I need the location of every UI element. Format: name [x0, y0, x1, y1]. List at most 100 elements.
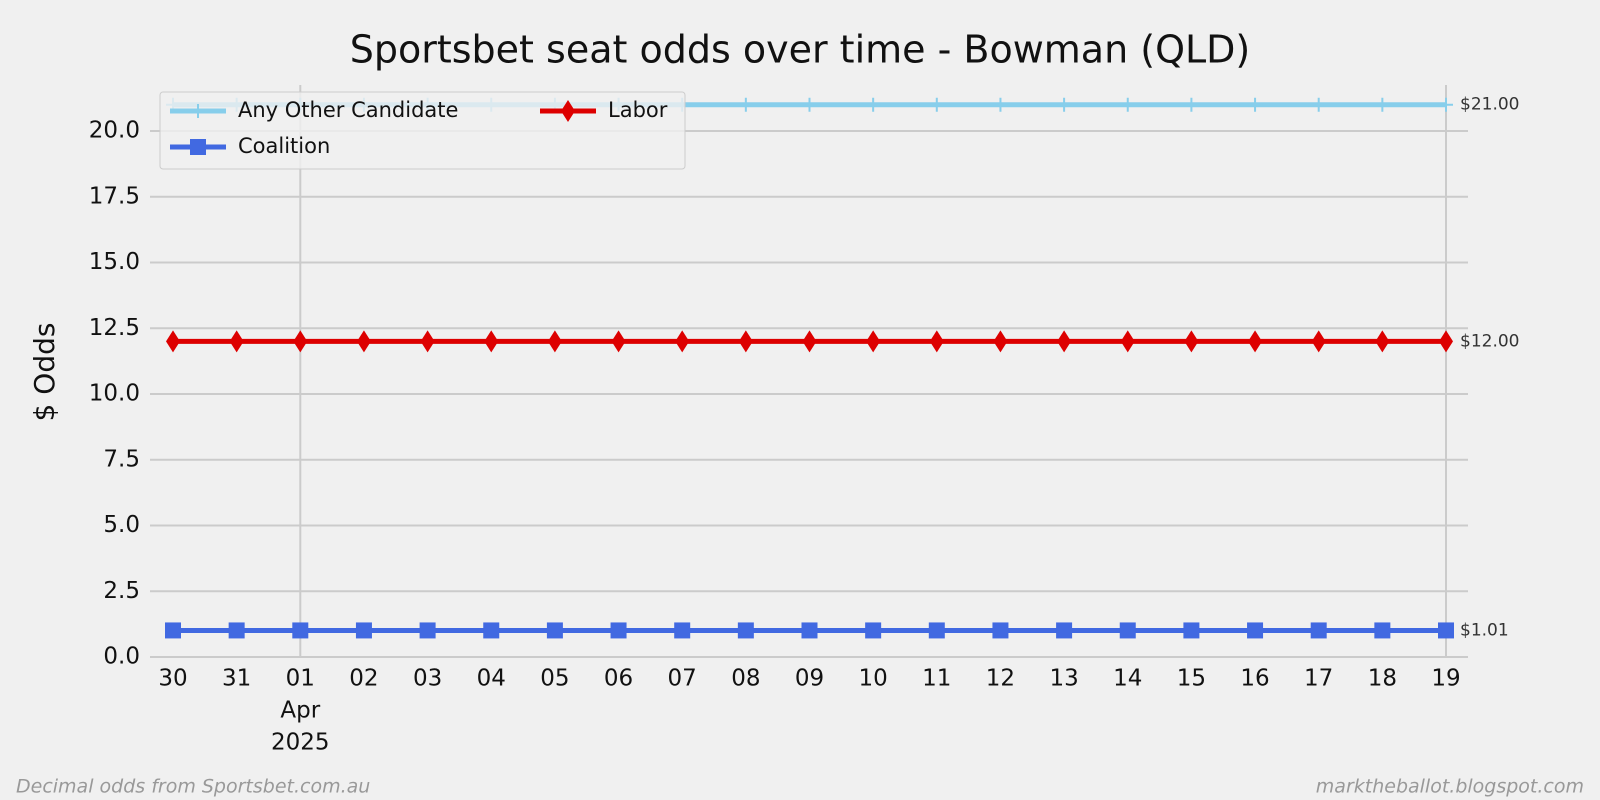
x-year-label: 2025 [271, 730, 330, 756]
marker-square [1438, 622, 1454, 639]
marker-plus [929, 97, 944, 112]
end-label: $1.01 [1460, 620, 1509, 640]
marker-square [865, 622, 882, 639]
x-tick-label: 04 [477, 666, 506, 692]
x-tick-label: 12 [986, 666, 1015, 692]
x-tick-label: 11 [922, 666, 951, 692]
marker-plus [993, 97, 1008, 112]
marker-diamond [293, 330, 308, 353]
marker-plus [1439, 97, 1453, 112]
footer-right: marktheballot.blogspot.com [1316, 776, 1584, 798]
x-tick-label: 16 [1240, 666, 1269, 692]
marker-diamond [1439, 330, 1453, 353]
x-tick-label: 19 [1431, 666, 1460, 692]
marker-diamond [929, 330, 944, 353]
marker-square [1183, 622, 1200, 639]
legend-label: Labor [608, 98, 668, 122]
footer-left: Decimal odds from Sportsbet.com.au [16, 776, 370, 798]
marker-square [228, 622, 245, 639]
y-tick-label: 12.5 [89, 315, 140, 341]
x-tick-label: 02 [349, 666, 378, 692]
marker-square [165, 622, 181, 639]
y-axis-label: $ Odds [28, 323, 61, 422]
marker-plus [1120, 97, 1135, 112]
marker-plus [1375, 97, 1390, 112]
marker-diamond [1057, 330, 1072, 353]
marker-square [1119, 622, 1136, 639]
marker-diamond [166, 330, 180, 353]
marker-plus [802, 97, 817, 112]
marker-plus [1311, 97, 1326, 112]
marker-plus [1184, 97, 1199, 112]
marker-diamond [866, 330, 881, 353]
marker-diamond [484, 330, 499, 353]
x-tick-label: 06 [604, 666, 633, 692]
marker-diamond [547, 330, 562, 353]
x-tick-label: 18 [1368, 666, 1397, 692]
marker-diamond [611, 330, 626, 353]
x-tick-label: 31 [222, 666, 251, 692]
marker-diamond [1120, 330, 1135, 353]
end-label: $21.00 [1460, 95, 1519, 115]
marker-diamond [675, 330, 690, 353]
marker-square [674, 622, 691, 639]
x-tick-label: 05 [540, 666, 569, 692]
marker-square [992, 622, 1009, 639]
x-tick-label: 09 [795, 666, 824, 692]
marker-square [190, 139, 206, 155]
y-tick-label: 7.5 [103, 446, 140, 472]
marker-diamond [229, 330, 244, 353]
marker-diamond [738, 330, 753, 353]
marker-plus [738, 97, 753, 112]
marker-plus [866, 97, 881, 112]
marker-square [483, 622, 500, 639]
marker-square [610, 622, 627, 639]
marker-square [1056, 622, 1073, 639]
end-label: $12.00 [1460, 331, 1519, 351]
marker-square [1310, 622, 1327, 639]
marker-square [801, 622, 818, 639]
y-tick-label: 10.0 [89, 381, 140, 407]
legend: Any Other Candidate Coalition Labor [159, 91, 686, 170]
y-tick-label: 15.0 [89, 249, 140, 275]
x-tick-label: 01 [286, 666, 315, 692]
y-tick-label: 0.0 [103, 644, 140, 670]
legend-label: Coalition [238, 134, 330, 158]
marker-diamond [1375, 330, 1390, 353]
marker-square [292, 622, 309, 639]
y-tick-label: 20.0 [89, 118, 140, 144]
marker-square [419, 622, 436, 639]
x-tick-label: 30 [158, 666, 187, 692]
x-tick-label: 10 [859, 666, 888, 692]
marker-square [1374, 622, 1391, 639]
marker-diamond [1248, 330, 1263, 353]
chart-title: Sportsbet seat odds over time - Bowman (… [350, 28, 1251, 72]
marker-diamond [1184, 330, 1199, 353]
x-tick-label: 17 [1304, 666, 1333, 692]
marker-diamond [993, 330, 1008, 353]
marker-diamond [802, 330, 817, 353]
x-tick-label: 15 [1177, 666, 1206, 692]
y-tick-label: 17.5 [89, 183, 140, 209]
y-tick-label: 5.0 [103, 512, 140, 538]
marker-square [928, 622, 945, 639]
marker-square [737, 622, 754, 639]
marker-diamond [356, 330, 371, 353]
marker-square [546, 622, 563, 639]
marker-plus [191, 104, 205, 118]
marker-diamond [420, 330, 435, 353]
x-tick-label: 13 [1049, 666, 1078, 692]
marker-plus [1248, 97, 1263, 112]
y-tick-label: 2.5 [103, 578, 140, 604]
marker-square [1247, 622, 1264, 639]
legend-label: Any Other Candidate [238, 98, 458, 122]
x-tick-label: 08 [731, 666, 760, 692]
marker-diamond [1311, 330, 1326, 353]
marker-plus [1057, 97, 1072, 112]
x-tick-label: 07 [668, 666, 697, 692]
x-tick-label: 03 [413, 666, 442, 692]
marker-diamond [561, 100, 575, 122]
x-tick-label: 14 [1113, 666, 1142, 692]
marker-square [355, 622, 372, 639]
